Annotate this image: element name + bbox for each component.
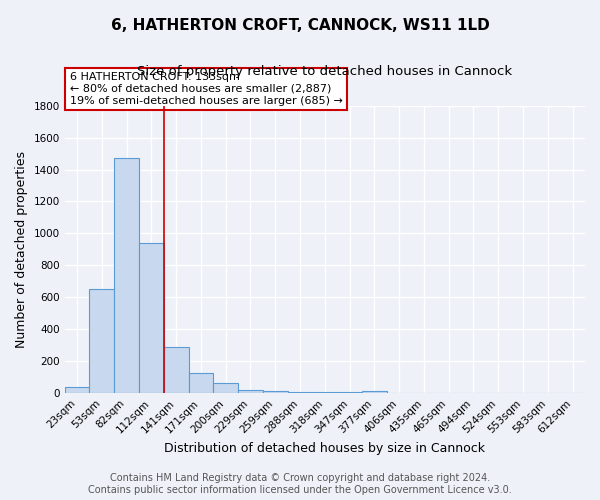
Text: Contains HM Land Registry data © Crown copyright and database right 2024.
Contai: Contains HM Land Registry data © Crown c… (88, 474, 512, 495)
Text: 6, HATHERTON CROFT, CANNOCK, WS11 1LD: 6, HATHERTON CROFT, CANNOCK, WS11 1LD (110, 18, 490, 32)
Bar (287, 392, 313, 394)
Bar (89, 290, 114, 394)
Bar (164, 347, 188, 394)
Bar (139, 243, 164, 394)
Bar (238, 390, 263, 394)
Bar (313, 392, 337, 394)
Bar (188, 372, 214, 394)
Bar (387, 392, 412, 394)
Y-axis label: Number of detached properties: Number of detached properties (15, 151, 28, 348)
Bar (214, 383, 238, 394)
Bar (114, 158, 139, 394)
Bar (65, 387, 89, 394)
Bar (362, 392, 387, 394)
Title: Size of property relative to detached houses in Cannock: Size of property relative to detached ho… (137, 65, 512, 78)
Text: 6 HATHERTON CROFT: 133sqm
← 80% of detached houses are smaller (2,887)
19% of se: 6 HATHERTON CROFT: 133sqm ← 80% of detac… (70, 72, 343, 106)
Bar (263, 392, 287, 394)
Bar (337, 392, 362, 394)
X-axis label: Distribution of detached houses by size in Cannock: Distribution of detached houses by size … (164, 442, 485, 455)
